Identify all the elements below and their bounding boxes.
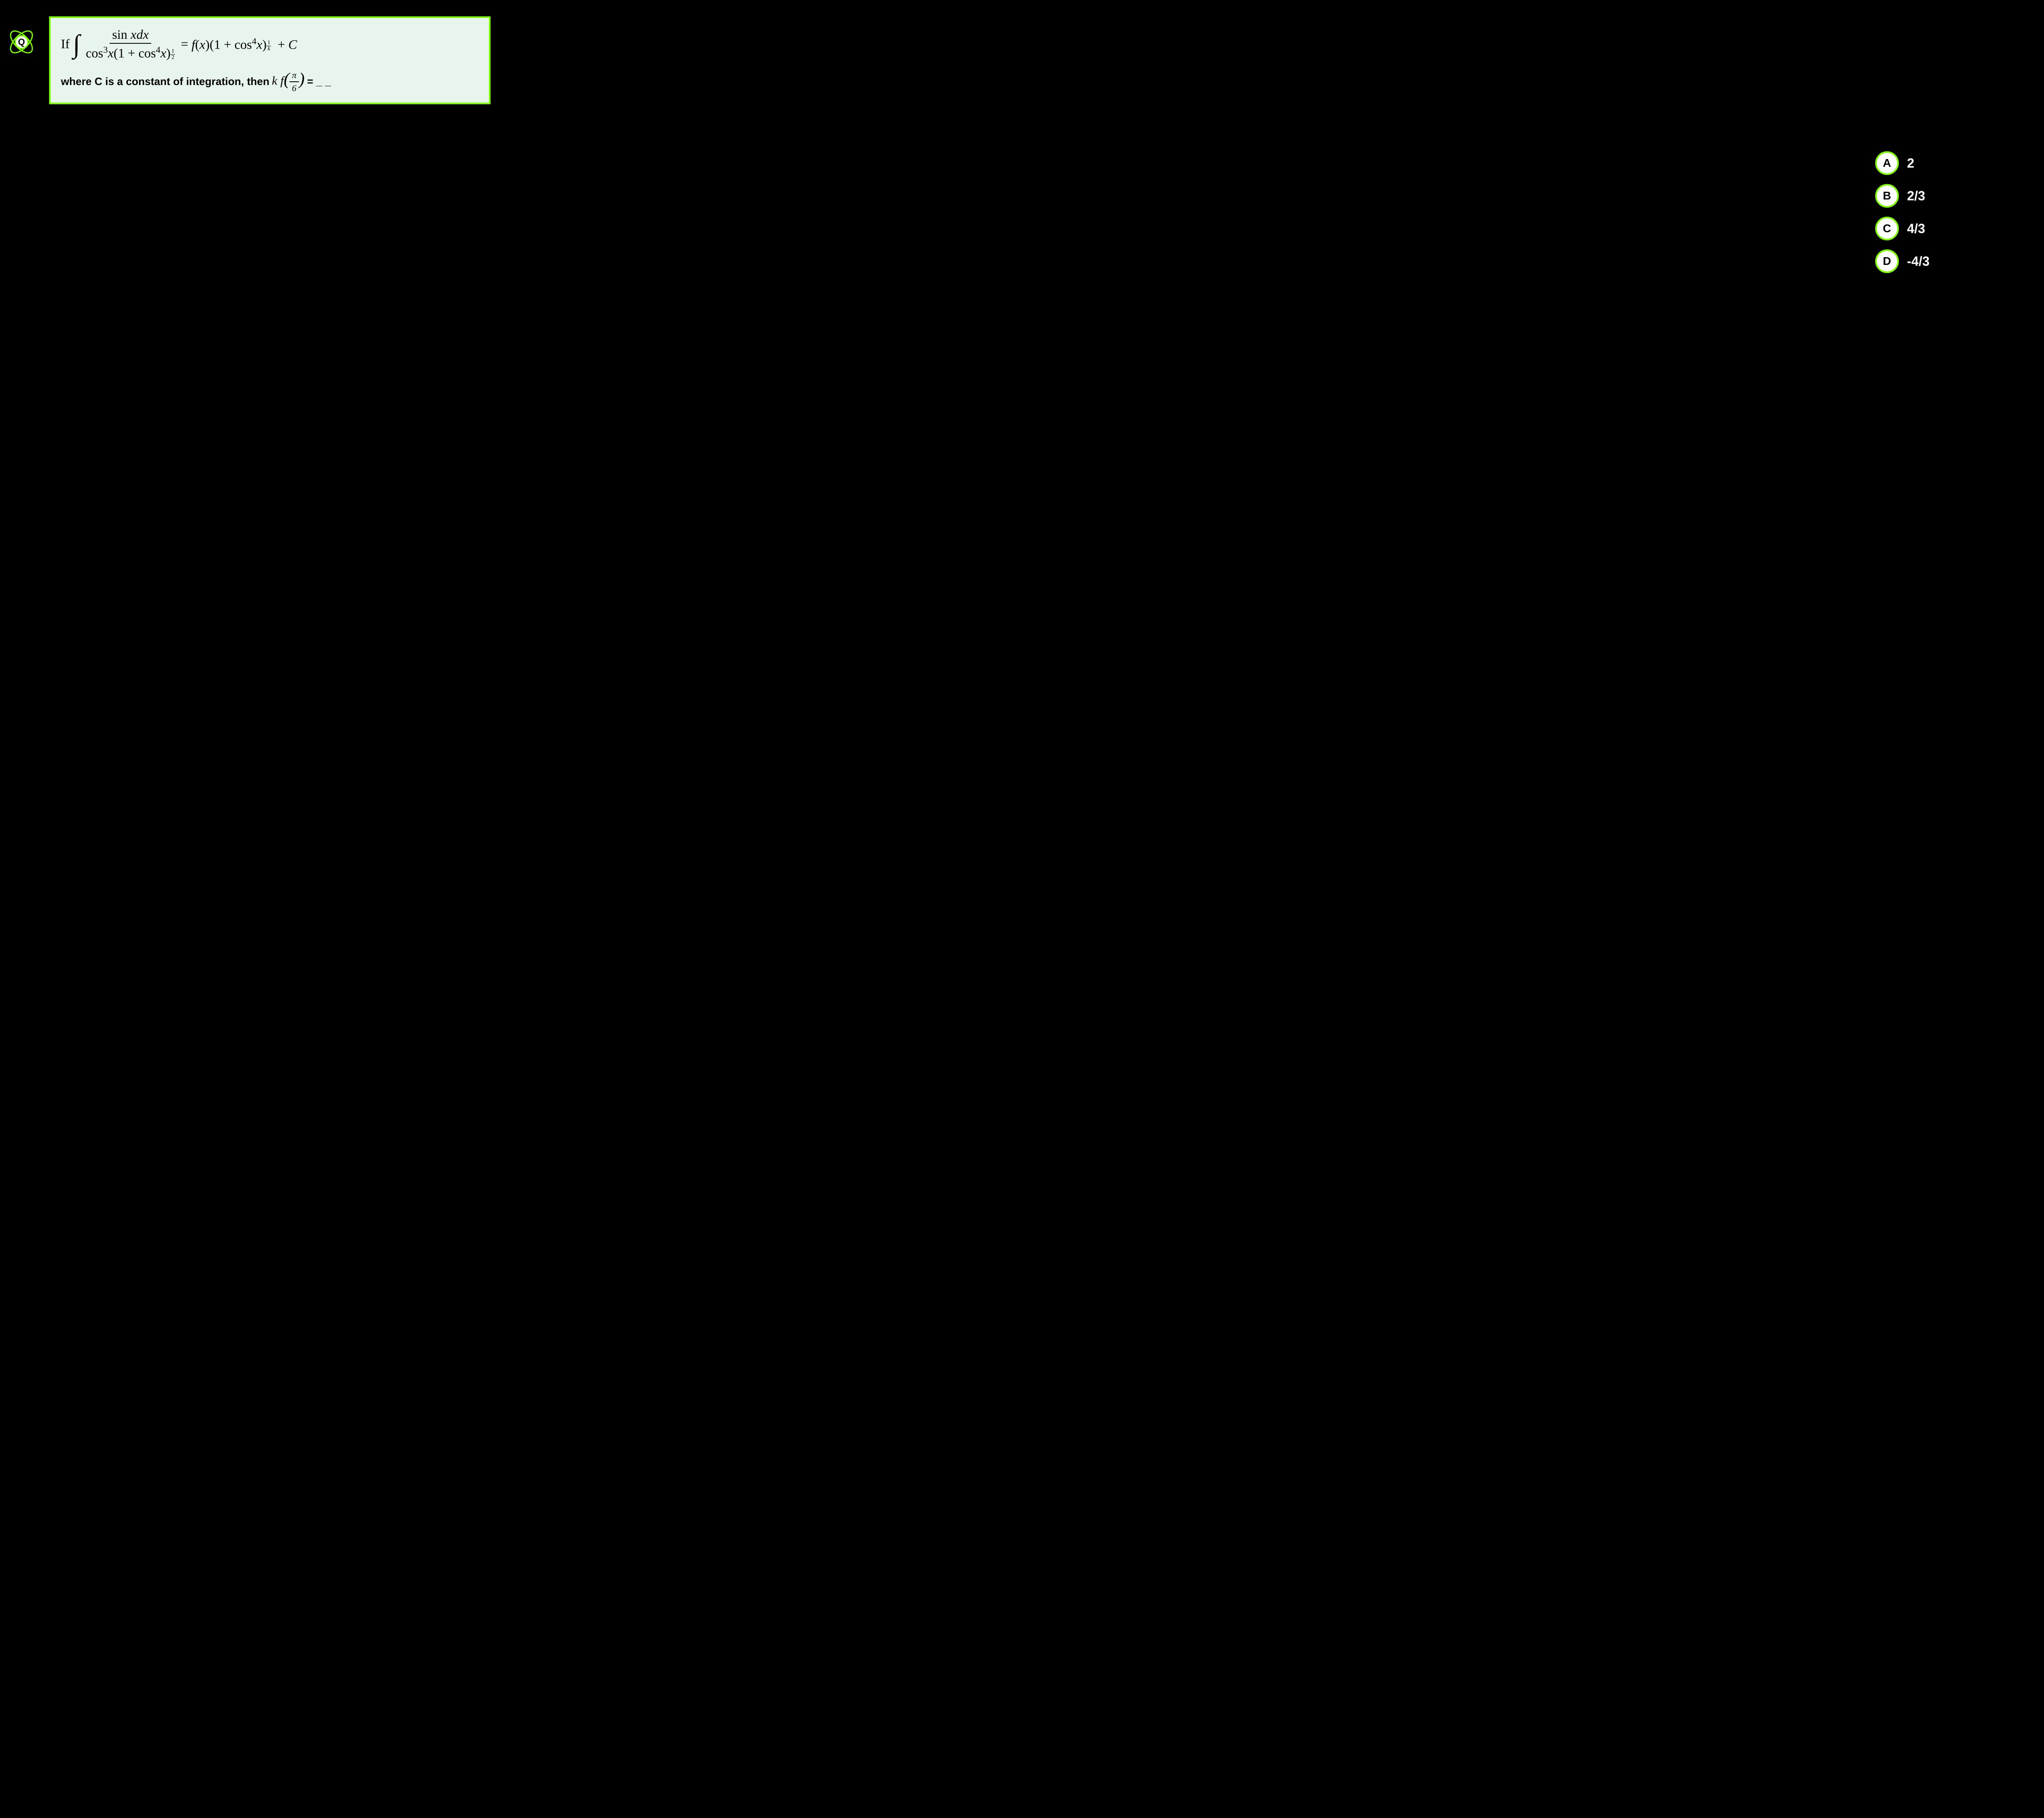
equals-sign: =: [181, 36, 188, 52]
answer-badge: C: [1875, 217, 1899, 240]
answer-text: 2/3: [1907, 188, 1925, 204]
answer-text: -4/3: [1907, 254, 1930, 269]
question-box: If ∫ sin xdx cos3x(1 + cos4x)12 = f(x)(1…: [49, 16, 491, 104]
integral-sign: ∫: [73, 34, 80, 54]
answer-option-d[interactable]: D -4/3: [1875, 249, 1930, 273]
answer-option-a[interactable]: A 2: [1875, 151, 1930, 175]
tail-expression: k f(π6): [272, 69, 305, 94]
answer-badge: B: [1875, 184, 1899, 208]
rhs: f(x)(1 + cos4x)1k + C: [191, 36, 297, 52]
answer-text: 4/3: [1907, 221, 1925, 236]
answer-option-b[interactable]: B 2/3: [1875, 184, 1930, 208]
where-text: where C is a constant of integration, th…: [61, 75, 269, 88]
answer-text: 2: [1907, 156, 1914, 171]
answer-badge: D: [1875, 249, 1899, 273]
if-text: If: [61, 36, 69, 52]
answer-list: A 2 B 2/3 C 4/3 D -4/3: [1875, 151, 1930, 273]
integrand-fraction: sin xdx cos3x(1 + cos4x)12: [83, 26, 177, 62]
tail-equals: = _ _: [307, 75, 331, 88]
denominator: cos3x(1 + cos4x)12: [83, 44, 177, 62]
numerator: sin xdx: [110, 26, 151, 44]
question-badge: Q: [6, 27, 37, 57]
answer-option-c[interactable]: C 4/3: [1875, 217, 1930, 240]
question-prompt: where C is a constant of integration, th…: [61, 69, 479, 94]
answer-badge: A: [1875, 151, 1899, 175]
equation: If ∫ sin xdx cos3x(1 + cos4x)12 = f(x)(1…: [61, 26, 479, 62]
question-letter: Q: [15, 35, 29, 49]
